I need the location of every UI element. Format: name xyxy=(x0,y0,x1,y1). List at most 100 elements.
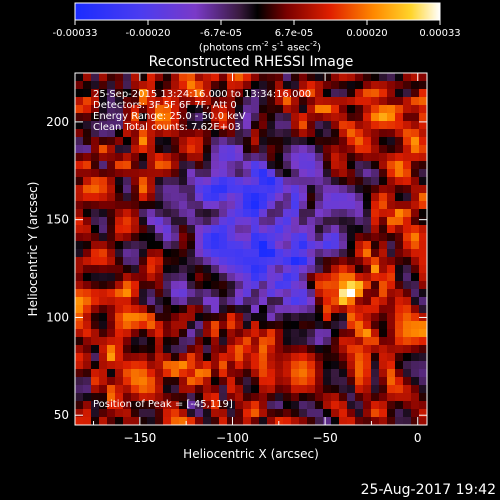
heatmap-cell xyxy=(155,249,164,258)
heatmap-cell xyxy=(91,401,100,410)
heatmap-cell xyxy=(251,417,260,425)
heatmap-cell xyxy=(139,417,148,425)
heatmap-cell xyxy=(267,97,276,106)
heatmap-cell xyxy=(347,185,356,194)
heatmap-cell xyxy=(403,161,412,170)
heatmap-cell xyxy=(387,281,396,290)
heatmap-cell xyxy=(331,417,340,425)
heatmap-cell xyxy=(179,129,188,138)
heatmap-cell xyxy=(379,73,388,82)
heatmap-cell xyxy=(267,89,276,98)
heatmap-cell xyxy=(171,177,180,186)
heatmap-cell xyxy=(187,329,196,338)
heatmap-cell xyxy=(123,369,132,378)
heatmap-cell xyxy=(291,81,300,90)
heatmap-cell xyxy=(131,225,140,234)
heatmap-cell xyxy=(115,89,124,98)
heatmap-cell xyxy=(211,129,220,138)
heatmap-cell xyxy=(259,161,268,170)
heatmap-cell xyxy=(315,393,324,402)
heatmap-cell xyxy=(99,401,108,410)
heatmap-cell xyxy=(307,89,316,98)
heatmap-cell xyxy=(395,265,404,274)
heatmap-cell xyxy=(299,105,308,114)
heatmap-cell xyxy=(219,241,228,250)
heatmap-cell xyxy=(147,185,156,194)
heatmap-cell xyxy=(339,273,348,282)
heatmap-cell xyxy=(267,305,276,314)
heatmap-cell xyxy=(115,209,124,218)
heatmap-cell xyxy=(363,257,372,266)
heatmap-cell xyxy=(291,209,300,218)
heatmap-cell xyxy=(115,377,124,386)
heatmap-cell xyxy=(259,129,268,138)
heatmap-cell xyxy=(283,105,292,114)
heatmap-cell xyxy=(323,273,332,282)
heatmap-cell xyxy=(387,81,396,90)
heatmap-cell xyxy=(123,137,132,146)
heatmap-cell xyxy=(323,305,332,314)
heatmap-cell xyxy=(75,73,84,82)
heatmap-cell xyxy=(227,297,236,306)
heatmap-cell xyxy=(403,249,412,258)
heatmap-cell xyxy=(315,201,324,210)
heatmap-cell xyxy=(187,201,196,210)
heatmap-cell xyxy=(331,137,340,146)
heatmap-cell xyxy=(371,385,380,394)
heatmap-cell xyxy=(123,345,132,354)
heatmap-cell xyxy=(347,265,356,274)
heatmap-cell xyxy=(299,329,308,338)
heatmap-cell xyxy=(307,193,316,202)
heatmap-cell xyxy=(163,369,172,378)
heatmap-cell xyxy=(147,113,156,122)
heatmap-cell xyxy=(139,113,148,122)
heatmap-cell xyxy=(371,305,380,314)
heatmap-cell xyxy=(227,137,236,146)
heatmap-cell xyxy=(179,97,188,106)
heatmap-cell xyxy=(227,129,236,138)
heatmap-cell xyxy=(179,305,188,314)
heatmap-cell xyxy=(171,81,180,90)
heatmap-cell xyxy=(283,193,292,202)
heatmap-cell xyxy=(315,249,324,258)
heatmap-cell xyxy=(275,417,284,425)
heatmap-cell xyxy=(211,177,220,186)
heatmap-cell xyxy=(147,209,156,218)
heatmap-cell xyxy=(363,161,372,170)
heatmap-cell xyxy=(163,161,172,170)
heatmap-cell xyxy=(419,137,427,146)
heatmap-cell xyxy=(107,81,116,90)
heatmap-cell xyxy=(75,417,84,425)
heatmap-cell xyxy=(243,217,252,226)
heatmap-cell xyxy=(315,289,324,298)
heatmap-cell xyxy=(131,121,140,130)
heatmap-cell xyxy=(131,265,140,274)
heatmap-cell xyxy=(283,129,292,138)
heatmap-cell xyxy=(299,233,308,242)
heatmap-cell xyxy=(267,233,276,242)
heatmap-cell xyxy=(243,329,252,338)
heatmap-cell xyxy=(259,233,268,242)
heatmap-cell xyxy=(203,105,212,114)
heatmap-cell xyxy=(83,201,92,210)
heatmap-cell xyxy=(155,161,164,170)
heatmap-cell xyxy=(243,377,252,386)
heatmap-cell xyxy=(307,313,316,322)
x-tick-label: −150 xyxy=(123,431,156,445)
heatmap-cell xyxy=(371,417,380,425)
heatmap-cell xyxy=(139,281,148,290)
heatmap-cell xyxy=(355,97,364,106)
heatmap-cell xyxy=(307,113,316,122)
heatmap-cell xyxy=(379,297,388,306)
heatmap-cell xyxy=(387,233,396,242)
heatmap-cell xyxy=(187,409,196,418)
heatmap-cell xyxy=(243,73,252,82)
heatmap-cell xyxy=(291,145,300,154)
heatmap-cell xyxy=(83,185,92,194)
heatmap-cell xyxy=(211,153,220,162)
heatmap-cell xyxy=(315,297,324,306)
heatmap-cell xyxy=(307,401,316,410)
heatmap-cell xyxy=(323,161,332,170)
heatmap-cell xyxy=(243,169,252,178)
heatmap-cell xyxy=(99,193,108,202)
